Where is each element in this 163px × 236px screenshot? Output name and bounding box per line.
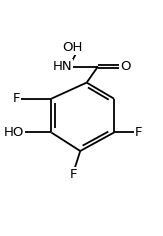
Text: F: F bbox=[135, 126, 143, 139]
Text: HN: HN bbox=[53, 60, 72, 73]
Text: F: F bbox=[13, 92, 20, 105]
Text: OH: OH bbox=[62, 41, 82, 54]
Text: HO: HO bbox=[3, 126, 24, 139]
Text: F: F bbox=[70, 168, 78, 181]
Text: O: O bbox=[120, 60, 131, 73]
